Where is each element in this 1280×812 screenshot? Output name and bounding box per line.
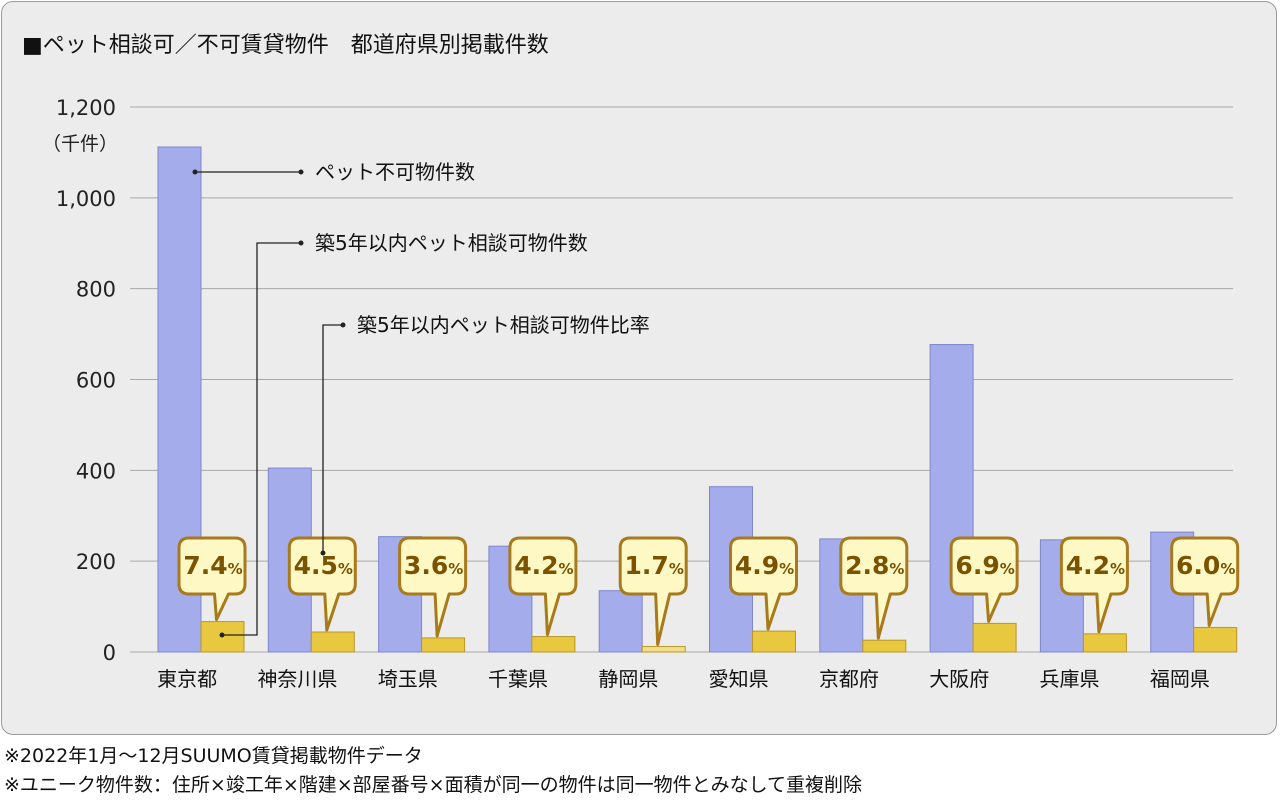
y-tick-label: 400 <box>76 459 116 483</box>
ratio-label: 6.9% <box>955 551 1014 580</box>
x-tick-label: 神奈川県 <box>257 667 337 691</box>
x-tick-label: 東京都 <box>157 667 217 691</box>
ratio-label: 4.2% <box>514 551 573 580</box>
ratio-callout <box>177 536 247 622</box>
ratio-callout <box>508 536 578 637</box>
ratio-callout <box>398 536 468 638</box>
bar-pet-ok-new <box>421 637 466 653</box>
ratio-callout <box>618 536 688 647</box>
bar-pet-ok-new <box>641 646 686 653</box>
y-unit-label: （千件） <box>42 133 118 155</box>
ratio-label: 2.8% <box>845 551 904 580</box>
leader-dot <box>340 322 346 328</box>
leader-line <box>322 324 343 553</box>
bar-pet-ng <box>598 590 643 653</box>
x-tick-label: 静岡県 <box>598 667 658 691</box>
bar-pet-ok-new <box>1082 633 1127 653</box>
ratio-label: 1.7% <box>625 551 684 580</box>
y-tick-label: 1,200 <box>56 96 116 120</box>
bar-pet-ng <box>929 344 974 653</box>
chart: ■ペット相談可／不可賃貸物件 都道府県別掲載件数 0 200 400 600 800 1,0… <box>22 33 1240 691</box>
footnote-dedup: ※ユニーク物件数：住所×竣工年×階建×部屋番号×面積が同一の物件は同一物件とみな… <box>4 774 863 796</box>
bar-pet-ok-new <box>752 630 796 653</box>
ratio-label: 4.9% <box>735 551 794 580</box>
series-label-ratio: 築5年以内ペット相談可物件比率 <box>357 313 650 337</box>
series-label-pet-ng: ペット不可物件数 <box>315 160 475 184</box>
x-tick-label: 愛知県 <box>709 667 769 691</box>
bar-pet-ok-new <box>862 639 907 653</box>
ratio-label: 3.6% <box>404 551 463 580</box>
bar-pet-ok-new <box>531 636 576 653</box>
x-tick-label: 京都府 <box>819 667 879 691</box>
x-tick-label: 千葉県 <box>488 667 548 691</box>
x-tick-label: 福岡県 <box>1150 667 1210 691</box>
chart-title: ■ペット相談可／不可賃貸物件 都道府県別掲載件数 <box>22 33 549 58</box>
ratio-callout <box>949 536 1019 623</box>
footnotes: ※2022年1月～12月SUUMO賃貸掲載物件データ ※ユニーク物件数：住所×竣… <box>4 742 1276 800</box>
bar-pet-ok-new <box>310 631 355 653</box>
ratio-callout <box>1170 536 1240 627</box>
ratio-label: 7.4% <box>183 551 242 580</box>
ratio-callout <box>1059 536 1129 634</box>
x-tick-label: 大阪府 <box>929 667 989 691</box>
leader-dot <box>298 169 304 175</box>
x-tick-label: 埼玉県 <box>378 667 438 691</box>
y-tick-label: 200 <box>76 550 116 574</box>
leader-dot <box>298 240 304 246</box>
y-tick-label: 1,000 <box>56 187 116 211</box>
x-tick-label: 兵庫県 <box>1040 667 1100 691</box>
ratio-callout <box>839 536 909 640</box>
ratio-label: 4.2% <box>1066 551 1125 580</box>
y-tick-label: 800 <box>76 278 116 302</box>
ratio-label: 4.5% <box>294 551 353 580</box>
bar-pet-ok-new <box>972 622 1017 653</box>
ratio-label: 6.0% <box>1176 551 1235 580</box>
y-tick-label: 0 <box>103 641 116 665</box>
series-label-pet-ok-new: 築5年以内ペット相談可物件数 <box>315 231 588 255</box>
footnote-period: ※2022年1月～12月SUUMO賃貸掲載物件データ <box>4 745 423 767</box>
leader-line <box>222 242 301 636</box>
bar-pet-ok-new <box>1193 626 1238 653</box>
y-tick-label: 600 <box>76 369 116 393</box>
ratio-callout <box>287 536 357 632</box>
ratio-callout <box>729 536 798 631</box>
